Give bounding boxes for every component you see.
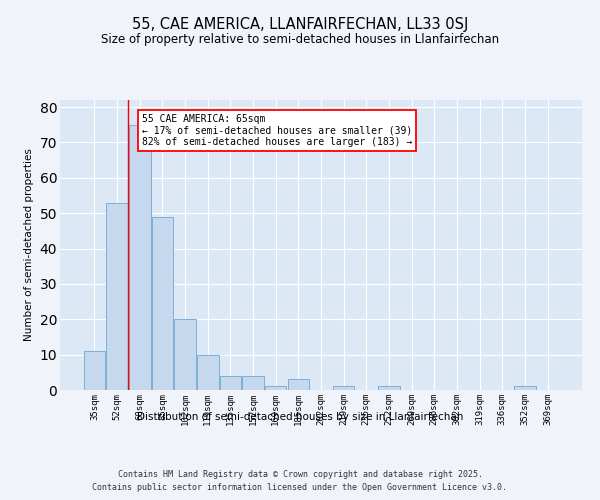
Bar [197, 354, 218, 390]
Text: Size of property relative to semi-detached houses in Llanfairfechan: Size of property relative to semi-detach… [101, 32, 499, 46]
Text: Contains public sector information licensed under the Open Government Licence v3: Contains public sector information licen… [92, 482, 508, 492]
Bar [287, 380, 309, 390]
Text: 55, CAE AMERICA, LLANFAIRFECHAN, LL33 0SJ: 55, CAE AMERICA, LLANFAIRFECHAN, LL33 0S… [132, 18, 468, 32]
Text: Distribution of semi-detached houses by size in Llanfairfechan: Distribution of semi-detached houses by … [137, 412, 463, 422]
Bar [265, 386, 286, 390]
Y-axis label: Number of semi-detached properties: Number of semi-detached properties [24, 148, 34, 342]
Bar [84, 351, 105, 390]
Text: 55 CAE AMERICA: 65sqm
← 17% of semi-detached houses are smaller (39)
82% of semi: 55 CAE AMERICA: 65sqm ← 17% of semi-deta… [142, 114, 412, 148]
Bar [106, 202, 128, 390]
Bar [129, 125, 151, 390]
Bar [242, 376, 264, 390]
Bar [333, 386, 355, 390]
Bar [220, 376, 241, 390]
Bar [152, 216, 173, 390]
Bar [378, 386, 400, 390]
Bar [175, 320, 196, 390]
Text: Contains HM Land Registry data © Crown copyright and database right 2025.: Contains HM Land Registry data © Crown c… [118, 470, 482, 479]
Bar [514, 386, 536, 390]
